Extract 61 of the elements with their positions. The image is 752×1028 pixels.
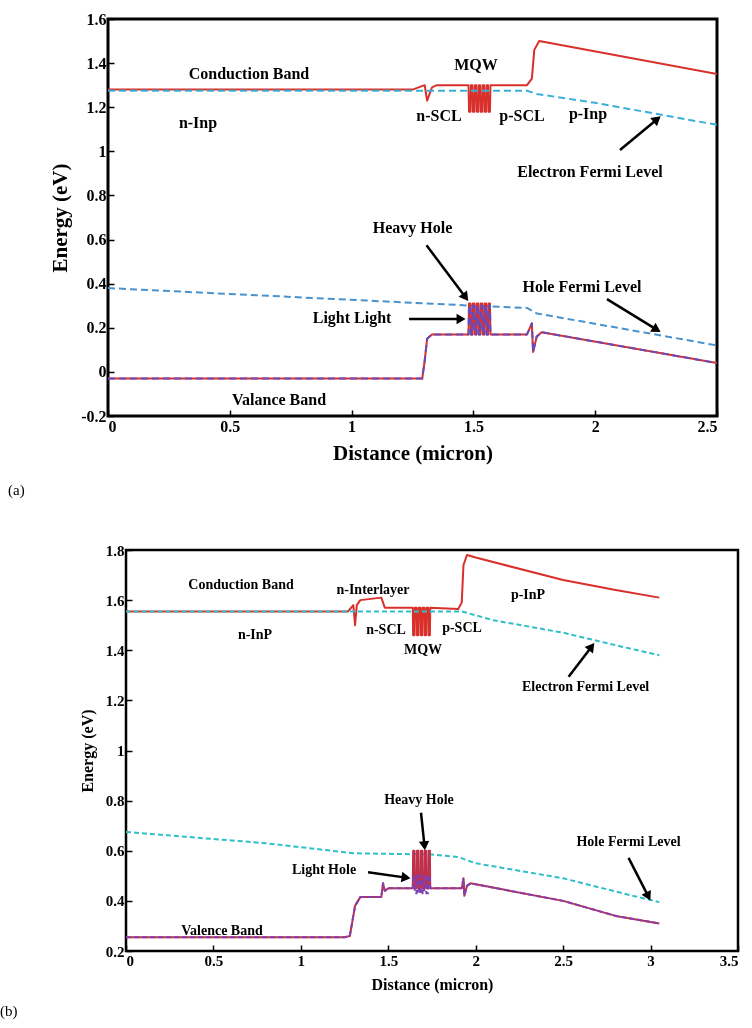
x-tick-label: 1 [297,952,306,969]
y-tick-label: 0.2 [105,943,125,960]
y-tick-label: 1.2 [105,692,125,709]
y-tick-label: 1.4 [105,642,125,659]
annotation: n-SCL [416,107,462,124]
y-tick-label: 0.4 [86,275,107,293]
y-tick-label: 0.8 [105,793,125,810]
y-tick-label: 0 [98,363,107,381]
y-axis-title: Energy (eV) [78,709,97,793]
y-tick-label: 0.2 [86,319,107,337]
y-tick-label: 1.2 [86,98,107,116]
y-tick-label: 1.6 [105,592,125,609]
x-tick-label: 1.5 [379,952,399,969]
y-tick-label: 0.8 [86,186,107,204]
annotation: p-SCL [442,620,482,635]
annotation: MQW [454,56,498,73]
x-tick-label: 1 [348,417,357,435]
x-tick-label: 0.5 [204,952,224,969]
annotation: Light Light [312,308,393,327]
x-axis-title: Distance (micron) [371,975,494,994]
x-axis-title: Distance (micron) [333,440,493,465]
annotation: p-Inp [568,105,608,123]
annotation: Conduction Band [188,577,294,592]
annotation: MQW [403,642,443,657]
annotation: Conduction Band [188,65,310,82]
y-tick-label: 1.6 [86,10,107,28]
x-tick-label: 2 [472,952,480,969]
annotation: Hole Fermi Level [522,278,643,296]
y-tick-label: 1.8 [105,542,125,559]
annotation: Heavy Hole [372,219,453,238]
x-tick-label: 2 [591,417,600,435]
text: (a) [8,482,25,499]
y-axis-title: Energy (eV) [48,163,73,273]
annotation: n-Interlayer [336,582,410,597]
annotation: Electron Fermi Level [521,678,650,694]
annotation: Hole Fermi Level [576,833,681,849]
annotation: Light Hole [291,862,357,878]
x-tick-label: 0.5 [220,417,241,435]
text: (b) [0,1003,18,1020]
annotation: p-SCL [499,107,545,125]
annotation: n-SCL [366,622,406,637]
annotation: Heavy Hole [384,791,454,807]
y-tick-label: 0.4 [105,893,125,910]
y-tick-label: 1 [98,142,107,160]
y-tick-label: 0.6 [105,843,125,860]
annotation: n-InP [237,627,273,642]
y-tick-label: -0.2 [81,407,107,425]
x-tick-label: 3.5 [719,952,739,969]
annotation: Electron Fermi Level [517,163,664,181]
annotation: n-Inp [178,114,218,132]
annotation: Valence Band [181,923,263,938]
annotation: Valance Band [231,391,327,408]
line-series [126,610,661,657]
y-tick-label: 1 [117,743,125,759]
y-tick-label: 1.4 [86,54,107,72]
annotation: p-InP [510,587,546,602]
y-tick-label: 0.6 [86,231,107,249]
x-tick-label: 2.5 [554,952,574,969]
x-tick-label: 3 [647,952,655,969]
x-tick-label: 2.5 [697,417,718,435]
x-tick-label: 1.5 [463,417,484,435]
